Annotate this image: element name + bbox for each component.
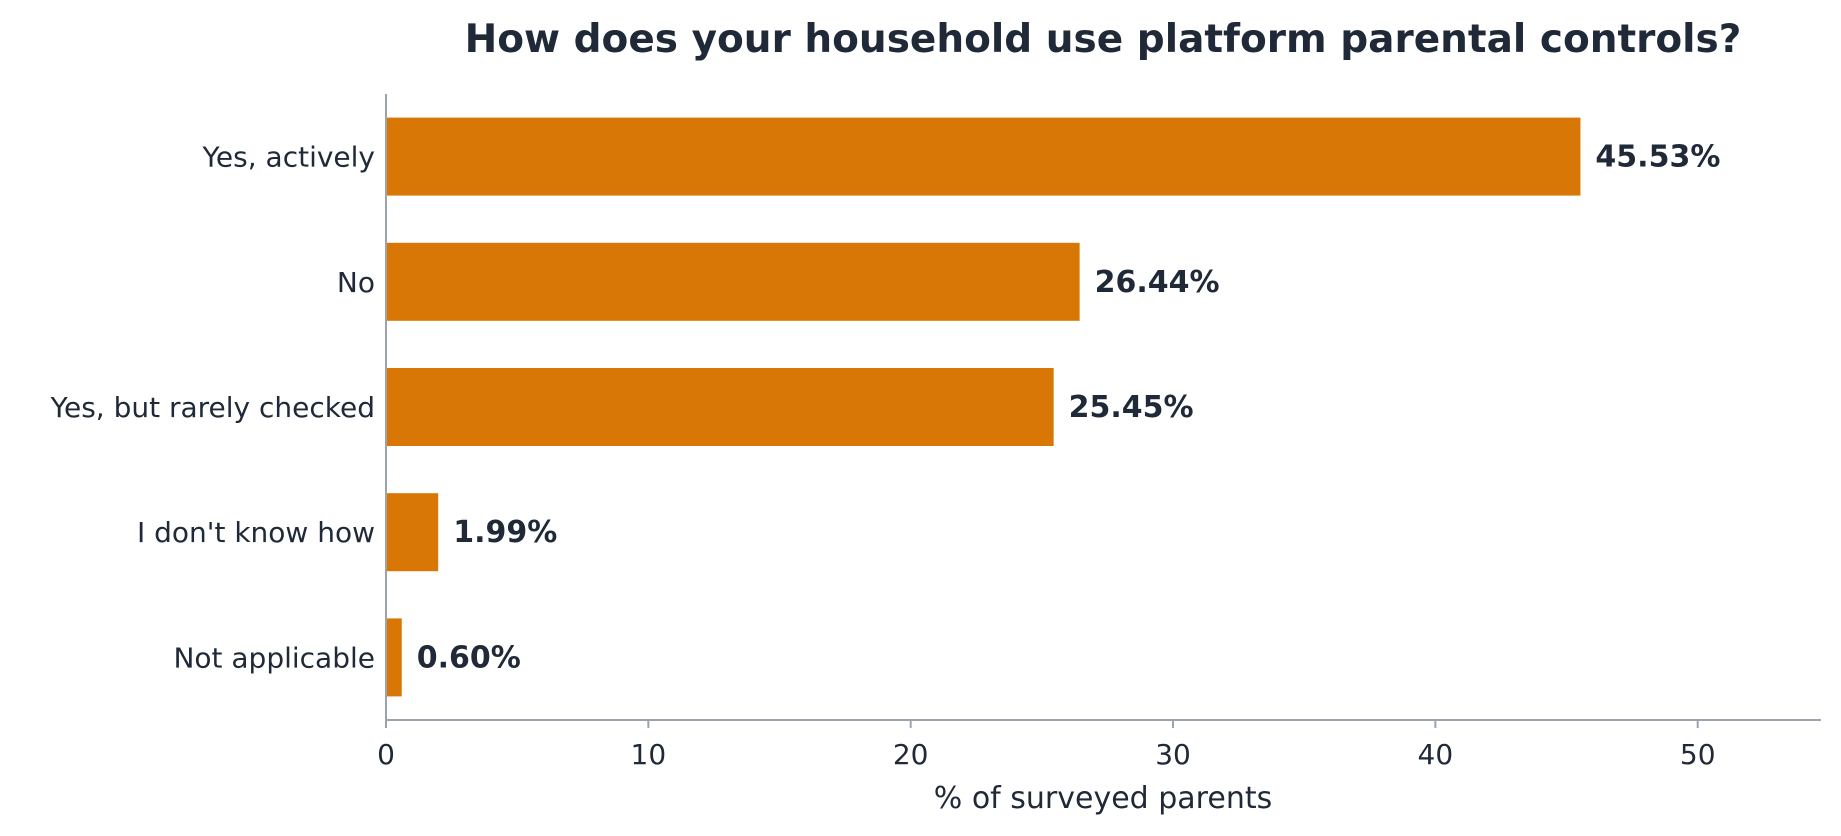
category-label-0: Yes, actively xyxy=(202,141,375,174)
axes-layer xyxy=(385,94,1821,721)
x-axis-label: % of surveyed parents xyxy=(934,781,1272,816)
value-label-4: 0.60% xyxy=(417,640,521,675)
value-label-0: 45.53% xyxy=(1595,140,1720,175)
x-tick-label-5: 50 xyxy=(1680,738,1716,771)
x-tick-label-0: 0 xyxy=(377,738,395,771)
bar-0 xyxy=(386,117,1581,196)
value-label-1: 26.44% xyxy=(1095,265,1220,300)
category-label-2: Yes, but rarely checked xyxy=(50,391,375,424)
bar-3 xyxy=(386,493,439,572)
category-label-4: Not applicable xyxy=(173,641,375,674)
bar-1 xyxy=(386,242,1080,321)
x-tick-label-3: 30 xyxy=(1155,738,1191,771)
category-label-1: No xyxy=(337,266,375,299)
bar-4 xyxy=(386,618,402,697)
x-tick-label-2: 20 xyxy=(893,738,929,771)
category-label-3: I don't know how xyxy=(137,516,375,549)
value-label-3: 1.99% xyxy=(453,515,557,550)
bar-2 xyxy=(386,368,1054,446)
x-tick-label-4: 40 xyxy=(1418,738,1454,771)
ticks-layer: 0 10 20 30 40 50 xyxy=(377,720,1716,771)
value-label-2: 25.45% xyxy=(1069,390,1194,425)
bars-layer: Yes, actively 45.53% No 26.44% Yes, but rare… xyxy=(50,117,1720,697)
chart-title: How does your household use platform par… xyxy=(465,17,1742,62)
x-tick-label-1: 10 xyxy=(631,738,667,771)
